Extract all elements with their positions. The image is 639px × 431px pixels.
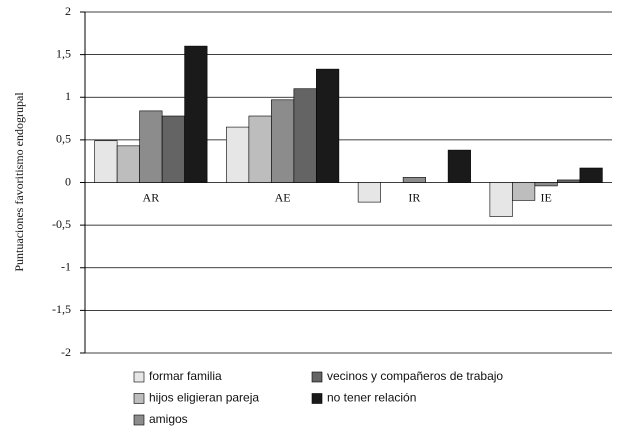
y-tick-label: 0,5 [56,132,71,146]
legend-swatch [311,371,323,383]
bar [184,45,208,183]
y-tick-label: -1 [61,260,71,274]
bar [402,177,426,183]
x-tick-label: IE [540,190,551,204]
x-tick-label: AR [143,190,160,204]
bar [161,115,185,183]
bar [534,182,558,187]
bar [512,182,536,201]
legend-swatch [133,414,145,426]
y-tick-label: 1,5 [56,46,71,60]
y-tick-label: 0 [65,174,71,188]
bar [557,179,581,183]
bar [316,68,340,183]
y-tick-label: 2 [65,4,71,18]
legend-swatch [133,393,145,404]
bar [271,99,295,183]
y-tick-label: 1 [65,89,71,103]
x-tick-label: AE [275,190,291,204]
legend-label: formar familia [149,369,222,383]
y-tick-label: -0,5 [52,217,71,231]
legend-swatch [133,371,145,383]
bar [579,167,603,183]
legend-label: amigos [149,412,188,426]
bar [116,145,140,183]
y-axis-label: Puntuaciones favoritismo endogrupal [12,92,26,272]
legend-swatch [311,393,323,404]
legend-label: no tener relación [327,391,416,405]
bar [447,149,471,183]
legend-label: hijos eligieran pareja [149,391,259,405]
y-tick-label: -2 [61,345,71,359]
y-tick-label: -1,5 [52,302,71,316]
bar [489,182,513,217]
bar [94,140,118,183]
bar [357,182,381,203]
bar [248,115,272,183]
bar [293,88,317,183]
legend-label: vecinos y compañeros de trabajo [327,369,503,383]
x-tick-label: IR [408,190,420,204]
bar [226,126,250,183]
bar [139,110,163,183]
